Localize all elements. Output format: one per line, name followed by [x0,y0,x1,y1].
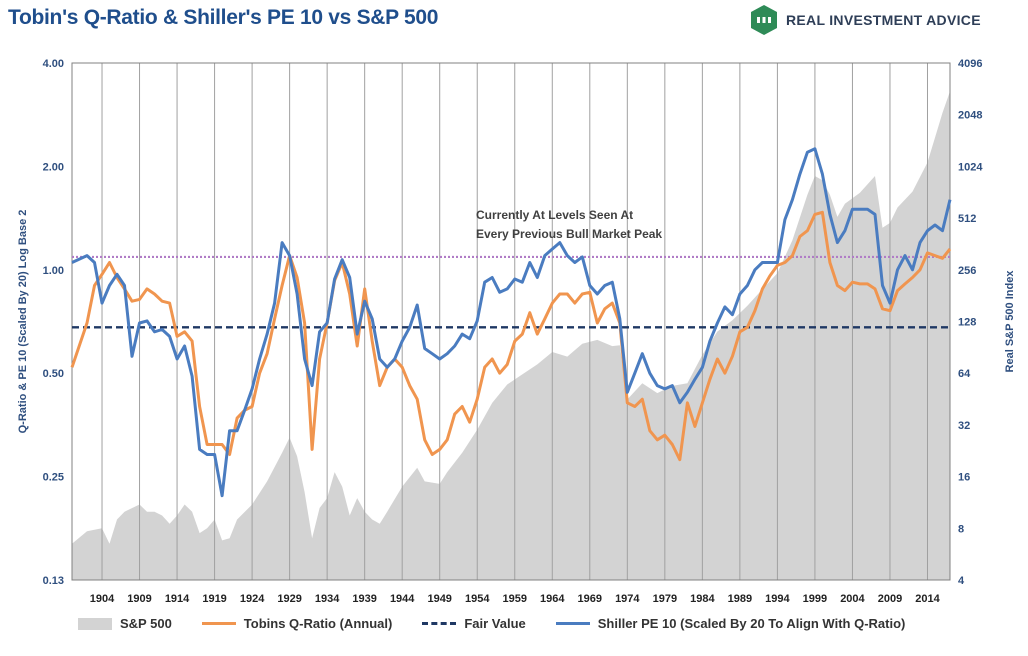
annotation-text: Currently At Levels Seen At [476,208,633,222]
y-tick-label: 1.00 [43,265,64,277]
y2-tick-label: 4096 [958,58,982,70]
legend-label: Fair Value [464,616,526,631]
y2-tick-label: 8 [958,523,964,535]
legend-label: S&P 500 [120,616,172,631]
legend-item: S&P 500 [78,616,172,631]
x-tick-label: 1984 [690,593,715,605]
legend-swatch [555,622,590,625]
x-tick-label: 1939 [352,593,376,605]
legend-label: Shiller PE 10 (Scaled By 20 To Align Wit… [597,616,906,631]
y-tick-label: 2.00 [43,161,64,173]
y2-tick-label: 32 [958,420,970,432]
legend-item: Fair Value [422,616,526,631]
x-tick-label: 2004 [840,593,865,605]
y2-tick-label: 64 [958,368,971,380]
y2-axis-title: Real S&P 500 Index [1004,270,1016,373]
shiller-pe-line [71,147,952,498]
x-tick-label: 1994 [765,593,790,605]
x-tick-label: 1934 [315,593,340,605]
y2-tick-label: 512 [958,213,976,225]
chart-bars-logo-icon [751,5,777,35]
x-tick-label: 1969 [578,593,602,605]
brand-logo: REAL INVESTMENT ADVICE [748,4,981,36]
y2-tick-label: 128 [958,317,976,329]
y2-tick-label: 256 [958,265,976,277]
x-tick-label: 1954 [465,593,490,605]
x-tick-label: 1924 [240,593,265,605]
legend-swatch [78,617,112,630]
y-tick-label: 0.25 [43,472,64,484]
x-tick-label: 1989 [728,593,752,605]
q-ratio-line [70,210,952,462]
legend-swatch [201,622,236,625]
x-tick-label: 1909 [127,593,151,605]
y2-tick-label: 2048 [958,110,982,122]
x-tick-label: 1979 [653,593,677,605]
y2-tick-label: 16 [958,472,970,484]
x-tick-label: 1914 [165,593,190,605]
x-tick-label: 1999 [803,593,827,605]
legend: S&P 500 Tobins Q-Ratio (Annual) Fair Value… [78,616,935,631]
x-tick-label: 1944 [390,593,415,605]
x-tick-label: 1949 [427,593,451,605]
legend-item: Shiller PE 10 (Scaled By 20 To Align Wit… [555,616,906,631]
y-axis-title: Q-Ratio & PE 10 (Scaled By 20) Log Base … [17,210,29,434]
y-tick-label: 0.50 [43,368,64,380]
chart-title: Tobin's Q-Ratio & Shiller's PE 10 vs S&P… [8,6,439,29]
y-tick-label: 0.13 [43,575,64,587]
x-tick-label: 2014 [915,593,940,605]
legend-item: Tobins Q-Ratio (Annual) [201,616,393,631]
x-tick-label: 1904 [90,593,115,605]
y2-tick-label: 1024 [958,161,983,173]
y2-tick-label: 4 [958,575,965,587]
plot-frame [71,62,951,581]
x-tick-label: 1929 [277,593,301,605]
x-tick-label: 1964 [540,593,565,605]
legend-swatch [422,622,457,625]
y-tick-label: 4.00 [43,58,64,70]
x-tick-label: 1919 [202,593,226,605]
legend-label: Tobins Q-Ratio (Annual) [243,616,393,631]
brand-name: REAL INVESTMENT ADVICE [786,12,981,28]
annotation-text: Every Previous Bull Market Peak [476,227,662,241]
x-tick-label: 1959 [503,593,527,605]
x-tick-label: 2009 [878,593,902,605]
sp500-area [72,91,950,581]
x-tick-label: 1974 [615,593,640,605]
